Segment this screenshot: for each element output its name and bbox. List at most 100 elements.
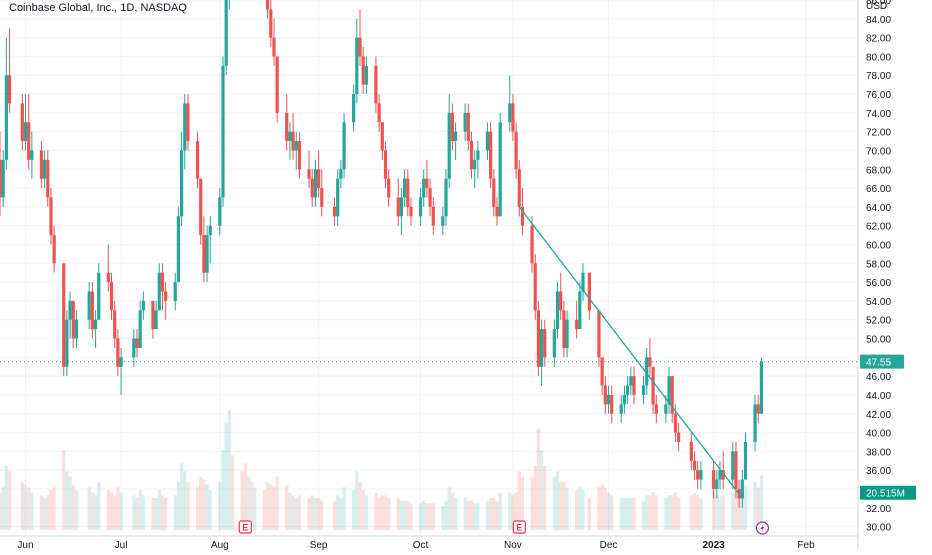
candle-body — [46, 159, 50, 198]
candle-body — [383, 150, 388, 179]
candle-body — [578, 291, 582, 330]
volume-bar — [218, 482, 222, 530]
candle-body — [320, 188, 324, 207]
volume-bar — [396, 498, 400, 530]
y-tick-label: 76.00 — [866, 90, 891, 101]
candle-body — [495, 206, 499, 217]
volume-bar — [610, 495, 614, 530]
volume-bar — [291, 495, 295, 530]
candle-body — [1, 159, 5, 198]
candle-body — [597, 310, 601, 358]
volume-bar — [654, 495, 658, 530]
candle-body — [466, 112, 470, 142]
x-tick-label: Jul — [115, 540, 128, 550]
candle-body — [339, 169, 343, 179]
y-tick-label: 64.00 — [866, 203, 891, 214]
volume-bar — [696, 495, 700, 530]
y-tick-label: 58.00 — [866, 259, 891, 270]
candle-body — [696, 470, 700, 480]
lightning-icon — [755, 521, 770, 535]
y-tick-label: 72.00 — [866, 128, 891, 139]
volume-bar — [262, 490, 267, 530]
volume-bar — [1, 487, 5, 530]
volume-bar — [157, 490, 161, 530]
candle-body — [157, 272, 161, 311]
candle-body — [409, 206, 413, 217]
volume-bar — [508, 492, 512, 530]
volume-bar — [154, 498, 158, 530]
volume-bar — [699, 498, 703, 530]
volume-bar — [339, 498, 343, 530]
volume-bar — [342, 487, 346, 530]
volume-bar — [492, 498, 496, 530]
candle-body — [358, 37, 362, 57]
volume-bar — [425, 503, 429, 530]
candle-body — [195, 141, 200, 179]
volume-bar — [473, 503, 477, 530]
volume-bar — [676, 498, 681, 530]
candle-body — [380, 122, 384, 151]
volume-bar — [667, 495, 671, 530]
y-tick-label: 74.00 — [866, 109, 891, 120]
x-tick-label: Jun — [17, 540, 33, 550]
volume-bar — [533, 466, 537, 530]
volume-bar — [418, 503, 423, 530]
y-tick-label: 52.00 — [866, 316, 891, 327]
volume-bar — [352, 490, 356, 530]
candle-body — [43, 159, 47, 179]
volume-bar — [539, 450, 544, 530]
volume-bar — [555, 471, 560, 530]
volume-bar — [20, 482, 24, 530]
candle-body — [160, 272, 165, 292]
candle-body — [30, 150, 34, 160]
volume-bar — [227, 410, 231, 530]
candle-body — [619, 404, 623, 414]
volume-bar — [622, 498, 627, 530]
candle-body — [87, 291, 91, 320]
candle-body — [106, 272, 110, 283]
volume-bar — [186, 482, 190, 530]
volume-bar — [97, 482, 101, 530]
candle-body — [62, 263, 66, 367]
volume-bar — [355, 471, 359, 530]
volume-bar — [30, 492, 34, 530]
y-tick-label: 84.00 — [866, 15, 891, 26]
volume-bar — [199, 476, 203, 530]
earnings-marker-label: E — [516, 523, 522, 533]
candle-body — [565, 319, 569, 348]
candle-body — [450, 112, 454, 142]
volume-bar — [559, 482, 563, 530]
volume-bar — [712, 490, 716, 530]
y-tick-label: 40.00 — [866, 429, 891, 440]
volume-bar — [476, 503, 480, 530]
candle-body — [138, 310, 142, 348]
candle-body — [469, 141, 474, 170]
volume-bar — [648, 495, 652, 530]
y-tick-label: 62.00 — [866, 222, 891, 233]
candle-body — [164, 291, 168, 301]
candle-body — [555, 291, 560, 330]
volume-bar — [310, 495, 314, 530]
candle-body — [539, 329, 544, 367]
candle-body — [68, 300, 72, 320]
volume-bar — [320, 500, 324, 530]
volume-bar — [46, 495, 50, 530]
volume-bar — [297, 495, 302, 530]
candle-body — [721, 470, 725, 480]
volume-bar — [364, 495, 368, 530]
candle-body — [294, 141, 298, 151]
candle-body — [275, 56, 279, 113]
volume-bar — [135, 498, 139, 530]
y-tick-label: 36.00 — [866, 466, 891, 477]
candle-body — [97, 272, 101, 320]
volume-bar — [756, 487, 760, 530]
volume-bar — [141, 495, 145, 530]
volume-bar — [307, 498, 311, 530]
volume-bar — [62, 450, 66, 530]
volume-bar — [246, 476, 251, 530]
y-tick-label: 44.00 — [866, 391, 891, 402]
volume-bar — [734, 492, 738, 530]
y-tick-label: 32.00 — [866, 504, 891, 515]
